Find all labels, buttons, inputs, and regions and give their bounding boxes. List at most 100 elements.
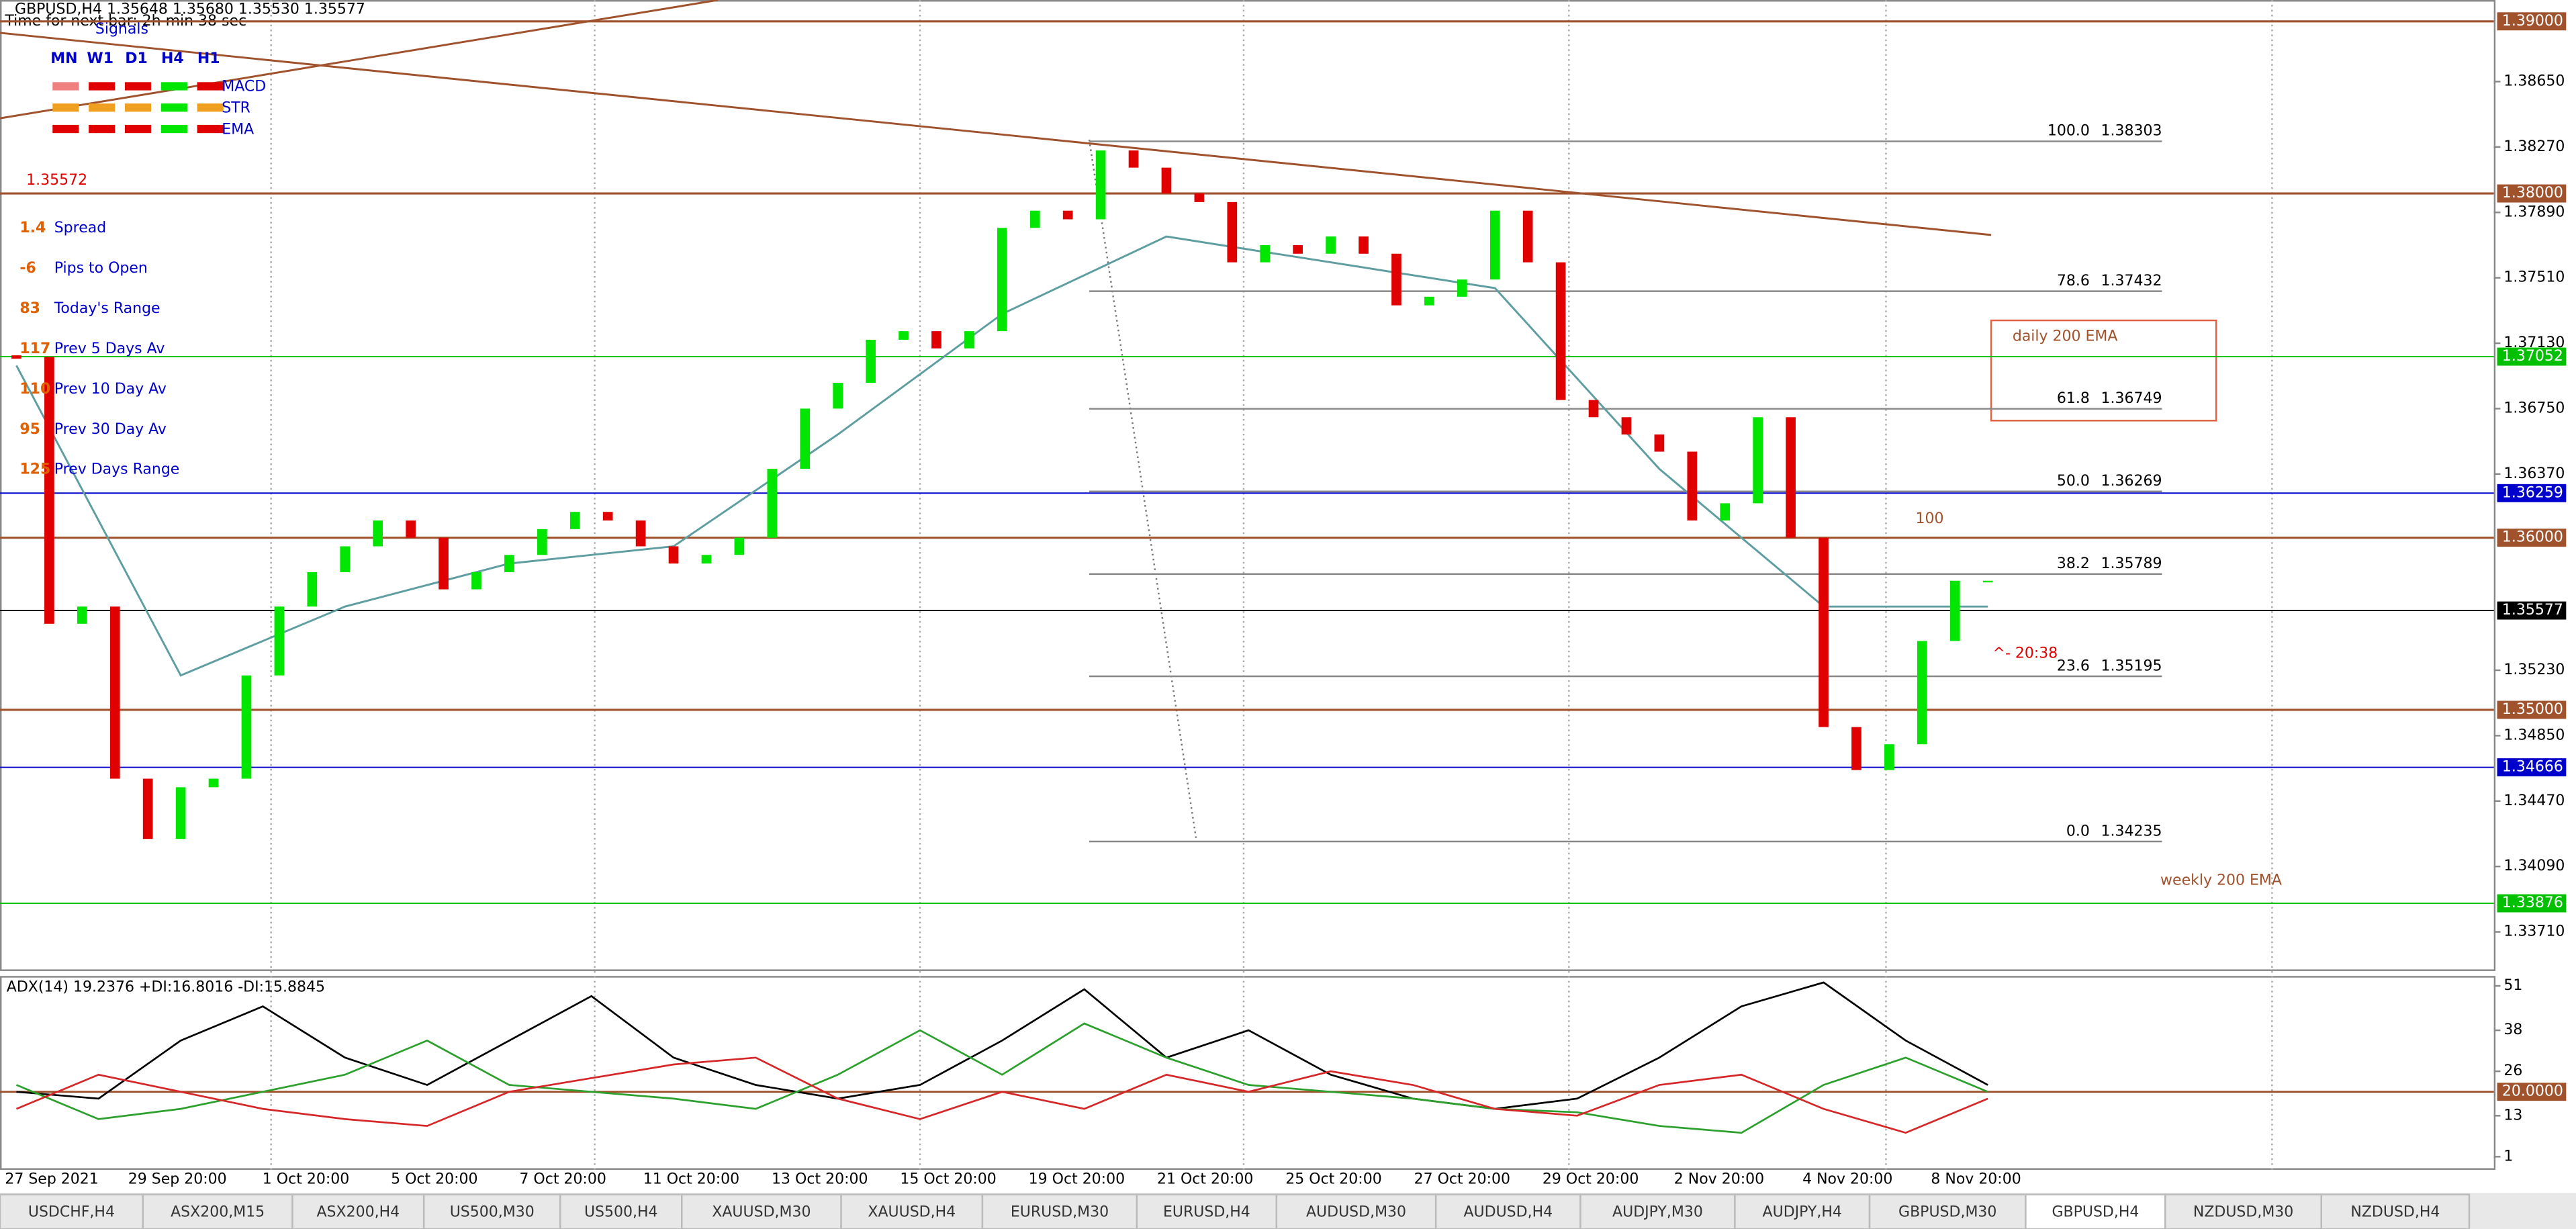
- stat-value: 117: [19, 340, 50, 357]
- tab[interactable]: [1136, 1193, 1278, 1229]
- candle: [767, 469, 778, 538]
- tab-label[interactable]: GBPUSD,M30: [1898, 1204, 1996, 1221]
- tab-label[interactable]: AUDUSD,H4: [1464, 1204, 1553, 1221]
- tab-label[interactable]: AUDJPY,H4: [1763, 1204, 1842, 1221]
- level-box: [2497, 12, 2567, 31]
- tab-label[interactable]: AUDJPY,M30: [1612, 1204, 1703, 1221]
- stat-value: -6: [19, 260, 36, 277]
- tab-label[interactable]: AUDUSD,M30: [1306, 1204, 1406, 1221]
- adx-label: ADX(14) 19.2376 +DI:16.8016 -DI:15.8845: [7, 978, 325, 995]
- level-box: [2497, 347, 2567, 366]
- signal-cell: [160, 103, 187, 112]
- candle: [1062, 210, 1073, 220]
- y-tick-label: 1.38650: [2503, 73, 2565, 89]
- candle: [1326, 236, 1336, 254]
- signal-cell: [52, 82, 79, 91]
- tab-label[interactable]: XAUUSD,M30: [712, 1204, 811, 1221]
- candle: [1293, 244, 1303, 254]
- x-tick-label: 13 Oct 20:00: [772, 1171, 868, 1188]
- signal-cell: [52, 124, 79, 134]
- signal-name: MACD: [222, 79, 266, 95]
- adx-frame: [0, 976, 2496, 1170]
- level-label: 1.38000: [2502, 185, 2563, 201]
- tab-label[interactable]: NZDUSD,M30: [2193, 1204, 2293, 1221]
- candle: [635, 520, 646, 547]
- fib-price: 1.34235: [2101, 823, 2162, 839]
- stat-label: Pips to Open: [54, 260, 148, 277]
- x-tick-label: 7 Oct 20:00: [519, 1171, 606, 1188]
- candle: [1687, 451, 1698, 521]
- tab[interactable]: [2164, 1193, 2323, 1229]
- candle: [1949, 580, 1960, 641]
- candle: [109, 606, 120, 779]
- tab[interactable]: [1275, 1193, 1437, 1229]
- tab-label[interactable]: GBPUSD,H4: [2052, 1204, 2139, 1221]
- x-tick-label: 8 Nov 20:00: [1931, 1171, 2021, 1188]
- x-tick-label: 29 Sep 20:00: [128, 1171, 227, 1188]
- level-box: [2497, 700, 2567, 719]
- signal-cell: [124, 82, 152, 91]
- fib-price: 1.36269: [2101, 473, 2162, 490]
- x-tick-label: 21 Oct 20:00: [1157, 1171, 1253, 1188]
- fib-price: 1.35789: [2101, 555, 2162, 572]
- x-tick-label: 4 Nov 20:00: [1802, 1171, 1892, 1188]
- tab[interactable]: [681, 1193, 842, 1229]
- tab-label[interactable]: XAUUSD,H4: [868, 1204, 956, 1221]
- tab-label[interactable]: EURUSD,H4: [1163, 1204, 1250, 1221]
- timeframe: MN: [50, 50, 77, 67]
- tab[interactable]: [1579, 1193, 1736, 1229]
- stat-label: Today's Range: [54, 300, 160, 317]
- candle: [1753, 417, 1763, 504]
- y-tick-label: 1.34850: [2503, 727, 2565, 743]
- level-box: [2497, 758, 2567, 777]
- level-annotation: 100: [1916, 510, 1944, 527]
- fib-ratio: 38.2: [2057, 555, 2090, 572]
- tab[interactable]: [981, 1193, 1138, 1229]
- tab[interactable]: [840, 1193, 984, 1229]
- tab-label[interactable]: ASX200,H4: [317, 1204, 400, 1221]
- signal-cell: [197, 124, 224, 134]
- tab-label[interactable]: US500,M30: [450, 1204, 535, 1221]
- level-label: 1.35000: [2502, 701, 2563, 718]
- stat-value: 1.4: [19, 220, 46, 236]
- tab[interactable]: [2320, 1193, 2471, 1229]
- candle: [1884, 744, 1894, 770]
- timeframe: H1: [197, 50, 220, 67]
- tab-label[interactable]: US500,H4: [584, 1204, 658, 1221]
- tab-label[interactable]: USDCHF,H4: [28, 1204, 115, 1221]
- x-tick-label: 25 Oct 20:00: [1285, 1171, 1381, 1188]
- stat-value: 83: [19, 300, 40, 317]
- fib-ratio: 61.8: [2057, 390, 2090, 407]
- fib-price: 1.37432: [2101, 273, 2162, 289]
- fib-ratio: 78.6: [2057, 273, 2090, 289]
- level-box: [2497, 184, 2567, 203]
- x-tick-label: 29 Oct 20:00: [1543, 1171, 1639, 1188]
- tab-label[interactable]: ASX200,M15: [171, 1204, 265, 1221]
- candle: [44, 357, 54, 624]
- fib-price: 1.38303: [2101, 123, 2162, 140]
- tab-label[interactable]: EURUSD,M30: [1011, 1204, 1109, 1221]
- signal-cell: [124, 124, 152, 134]
- level-box: [2497, 529, 2567, 547]
- tab[interactable]: [422, 1193, 561, 1229]
- tab-label[interactable]: NZDUSD,H4: [2350, 1204, 2440, 1221]
- trend-line: [0, 0, 719, 120]
- level-box: [2497, 894, 2567, 913]
- candle: [241, 675, 252, 779]
- candle: [142, 778, 153, 839]
- adx-tick-label: 26: [2503, 1062, 2522, 1079]
- level-label: 1.39000: [2502, 13, 2563, 30]
- candle: [1720, 503, 1731, 521]
- candle: [1851, 727, 1861, 770]
- level-label: 1.35577: [2502, 602, 2563, 619]
- y-tick-label: 1.36370: [2503, 465, 2565, 482]
- candle: [1819, 537, 1829, 727]
- adx-line: [15, 1056, 1988, 1134]
- y-tick-label: 1.35230: [2503, 662, 2565, 678]
- tab[interactable]: [1868, 1193, 2027, 1229]
- adx-line: [15, 1022, 1988, 1134]
- candle: [1391, 253, 1401, 306]
- y-tick-label: 1.36750: [2503, 400, 2565, 416]
